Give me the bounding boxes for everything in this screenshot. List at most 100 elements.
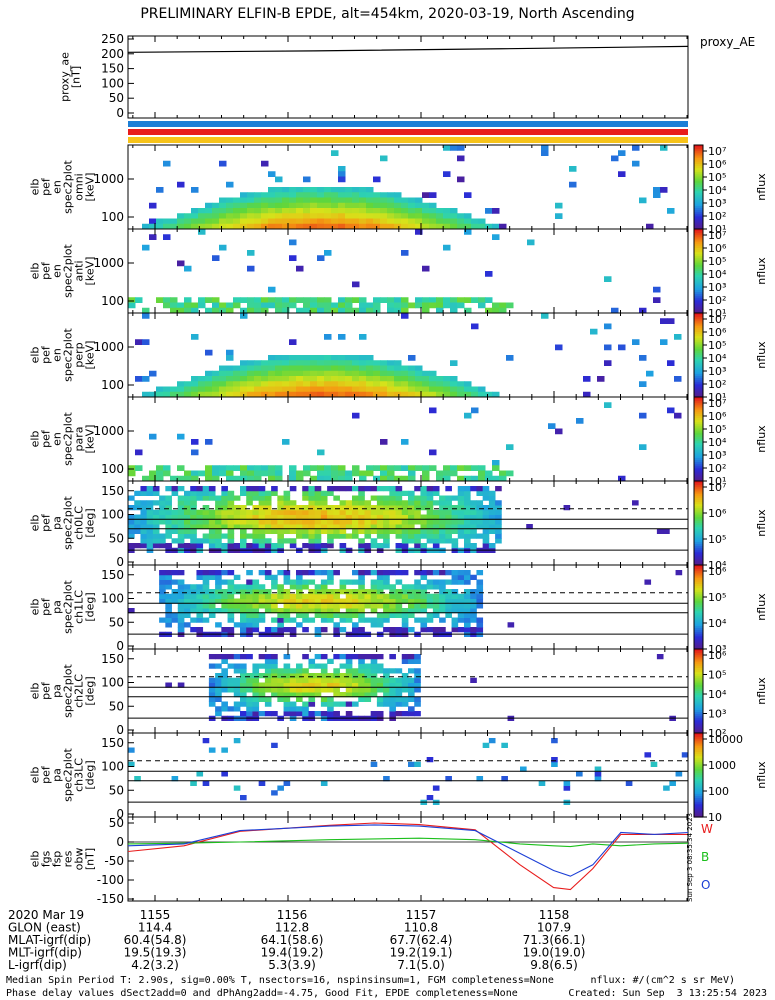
pa-cell (675, 570, 683, 576)
pa-cell (283, 574, 291, 580)
pa-cell (383, 570, 390, 576)
spectrogram-cell (296, 202, 304, 209)
spectrogram-cell (226, 475, 234, 482)
spectrogram-cell (436, 297, 444, 303)
spectrogram-cell (401, 197, 409, 204)
pa-cell (215, 663, 222, 669)
pa-cell (445, 608, 452, 614)
pa-cell (625, 780, 633, 786)
spectrogram-cell (198, 223, 206, 230)
pa-cell (457, 612, 465, 618)
spectrogram-cell (352, 202, 360, 209)
spectrogram-cell (443, 381, 451, 387)
pa-cell (196, 486, 204, 492)
pa-cell (283, 696, 291, 702)
pa-cell (414, 677, 421, 683)
spectrogram-cell (324, 475, 332, 482)
pa-cell (432, 509, 440, 515)
spectrogram-cell (303, 470, 311, 477)
pa-cell (296, 584, 303, 590)
spectrogram-cell (282, 192, 290, 198)
pa-cell (221, 589, 228, 595)
spectrogram-cell (205, 297, 213, 303)
pa-cell (221, 771, 228, 777)
pa-cell (464, 528, 471, 534)
spectrogram-cell (135, 339, 143, 345)
spectrogram-cell (387, 307, 395, 314)
pa-cell (271, 524, 278, 530)
spectrogram-cell (212, 202, 220, 209)
pa-cell (196, 543, 204, 549)
pa-cell (271, 790, 278, 796)
spectrogram-cell (268, 171, 276, 177)
spectrogram-cell (226, 197, 234, 204)
pa-cell (128, 514, 135, 520)
pa-cell (227, 519, 235, 525)
pa-cell (202, 538, 210, 544)
colorbar-segment (694, 252, 703, 255)
footer-created: Created: Sun Sep 3 13:25:54 2023 (568, 988, 767, 999)
pa-cell (227, 654, 235, 660)
pa-cell (414, 514, 421, 520)
spectrogram-cell (366, 208, 374, 214)
ephemeris-row-label: MLT-igrf(dip) (8, 946, 82, 960)
pa-cell (432, 538, 440, 544)
spectrogram-cell (198, 302, 206, 309)
spec-label-line: perp (73, 342, 86, 367)
status-bar (128, 129, 688, 135)
spectrogram-cell (226, 391, 234, 398)
spectrogram-cell (331, 465, 339, 471)
pa-cell (233, 608, 241, 614)
spectrogram-cell (247, 470, 255, 477)
pa-cell (184, 584, 191, 590)
spectrogram-cell (324, 297, 332, 303)
colorbar-segment (694, 491, 703, 495)
spectrogram-cell (240, 202, 248, 209)
spectrogram-cell (331, 360, 339, 366)
pa-cell (208, 495, 216, 501)
pa-cell (302, 627, 309, 633)
spectrogram-cell (247, 197, 255, 204)
pa-cell (426, 617, 434, 623)
colorbar-segment (694, 701, 703, 705)
spectrogram-cell (429, 223, 437, 230)
spectrogram-cell (415, 202, 423, 209)
pa-cell (414, 598, 421, 604)
spectrogram-cell (289, 202, 297, 209)
spectrogram-cell (429, 465, 437, 471)
colorbar-segment (694, 617, 703, 621)
colorbar-segment (694, 313, 703, 316)
spectrogram-cell (359, 197, 367, 204)
pa-cell (146, 486, 154, 492)
colorbar-segment (694, 508, 703, 511)
spectrogram-cell (366, 391, 374, 398)
pa-cell (383, 603, 390, 609)
spectrogram-cell (324, 307, 332, 314)
pa-cell (252, 682, 260, 688)
spectrogram-cell (184, 475, 192, 482)
pa-cell (451, 505, 459, 511)
pa-cell (240, 617, 247, 623)
spectrogram-cell (191, 376, 199, 382)
spectrogram-cell (184, 218, 192, 225)
pa-cell (252, 495, 260, 501)
pa-cell (426, 500, 434, 506)
pa-cell (302, 579, 309, 585)
spectrogram-cell (464, 475, 472, 482)
pa-cell (345, 668, 353, 674)
colorbar-tick-label: 10⁷ (708, 229, 726, 242)
spectrogram-cell (499, 475, 507, 482)
spectrogram-cell (303, 223, 311, 230)
spectrogram-cell (422, 218, 430, 225)
pa-cell (370, 514, 378, 520)
spectrogram-cell (492, 208, 500, 214)
pa-cell (283, 701, 291, 707)
pa-cell (314, 509, 322, 515)
pa-cell (165, 608, 172, 614)
pa-cell (227, 509, 235, 515)
colorbar-segment (694, 636, 703, 640)
spectrogram-cell (373, 202, 381, 209)
colorbar-segment (694, 548, 703, 551)
spectrogram-cell (555, 428, 563, 435)
spectrogram-cell (149, 223, 157, 230)
